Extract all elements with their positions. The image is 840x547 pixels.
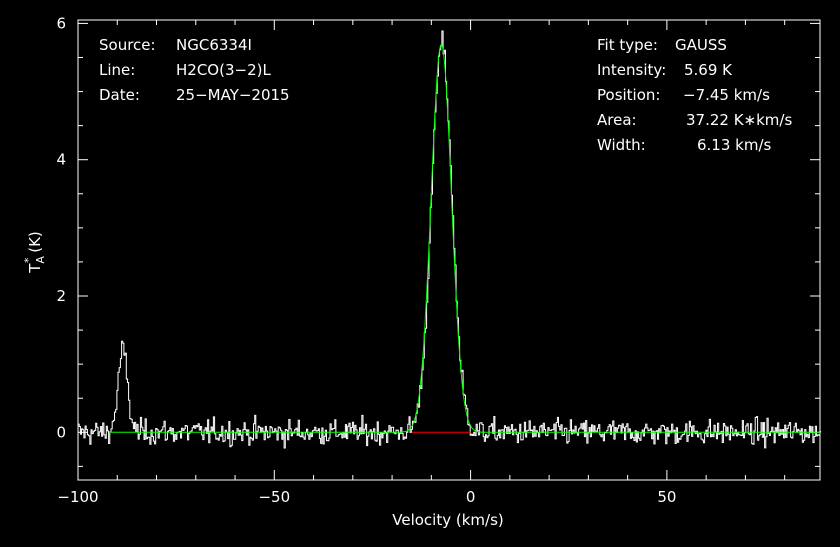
tick-labels: −100 −50 0 50 0 2 4 6 [56, 14, 676, 506]
x-axis-label: Velocity (km/s) [392, 511, 503, 529]
plot-frame [77, 19, 821, 481]
fit-type-value: GAUSS [675, 36, 727, 54]
fit-intensity-value: 5.69 K [684, 61, 733, 79]
source-label: Source: [99, 36, 156, 54]
fit-width-value: 6.13 km/s [697, 136, 772, 154]
gaussian-fit-line [109, 44, 820, 433]
y-tick-label: 4 [56, 151, 66, 169]
y-axis-label-text: TA* (K) [22, 231, 47, 274]
fit-intensity-label: Intensity: [597, 61, 667, 79]
y-tick-label: 6 [56, 14, 66, 32]
date-label: Date: [99, 86, 140, 104]
fit-position-label: Position: [597, 86, 661, 104]
date-value: 25−MAY−2015 [176, 86, 290, 104]
x-tick-label: 50 [657, 488, 676, 506]
axis-ticks [77, 20, 820, 480]
x-tick-label: −100 [57, 488, 98, 506]
x-tick-label: −50 [258, 488, 290, 506]
source-value: NGC6334I [176, 36, 252, 54]
y-axis-label: TA* (K) [22, 231, 47, 274]
line-value: H2CO(3−2)L [176, 61, 271, 79]
y-tick-label: 2 [56, 287, 66, 305]
data-layer [78, 30, 822, 449]
line-label: Line: [99, 61, 136, 79]
y-tick-label: 0 [56, 423, 66, 441]
axes-frame [77, 19, 821, 481]
fit-type-label: Fit type: [597, 36, 658, 54]
fit-width-label: Width: [597, 136, 646, 154]
fit-area-label: Area: [597, 111, 637, 129]
fit-position-value: −7.45 km/s [683, 86, 770, 104]
fit-area-value: 37.22 K∗km/s [686, 111, 793, 129]
x-tick-label: 0 [466, 488, 476, 506]
